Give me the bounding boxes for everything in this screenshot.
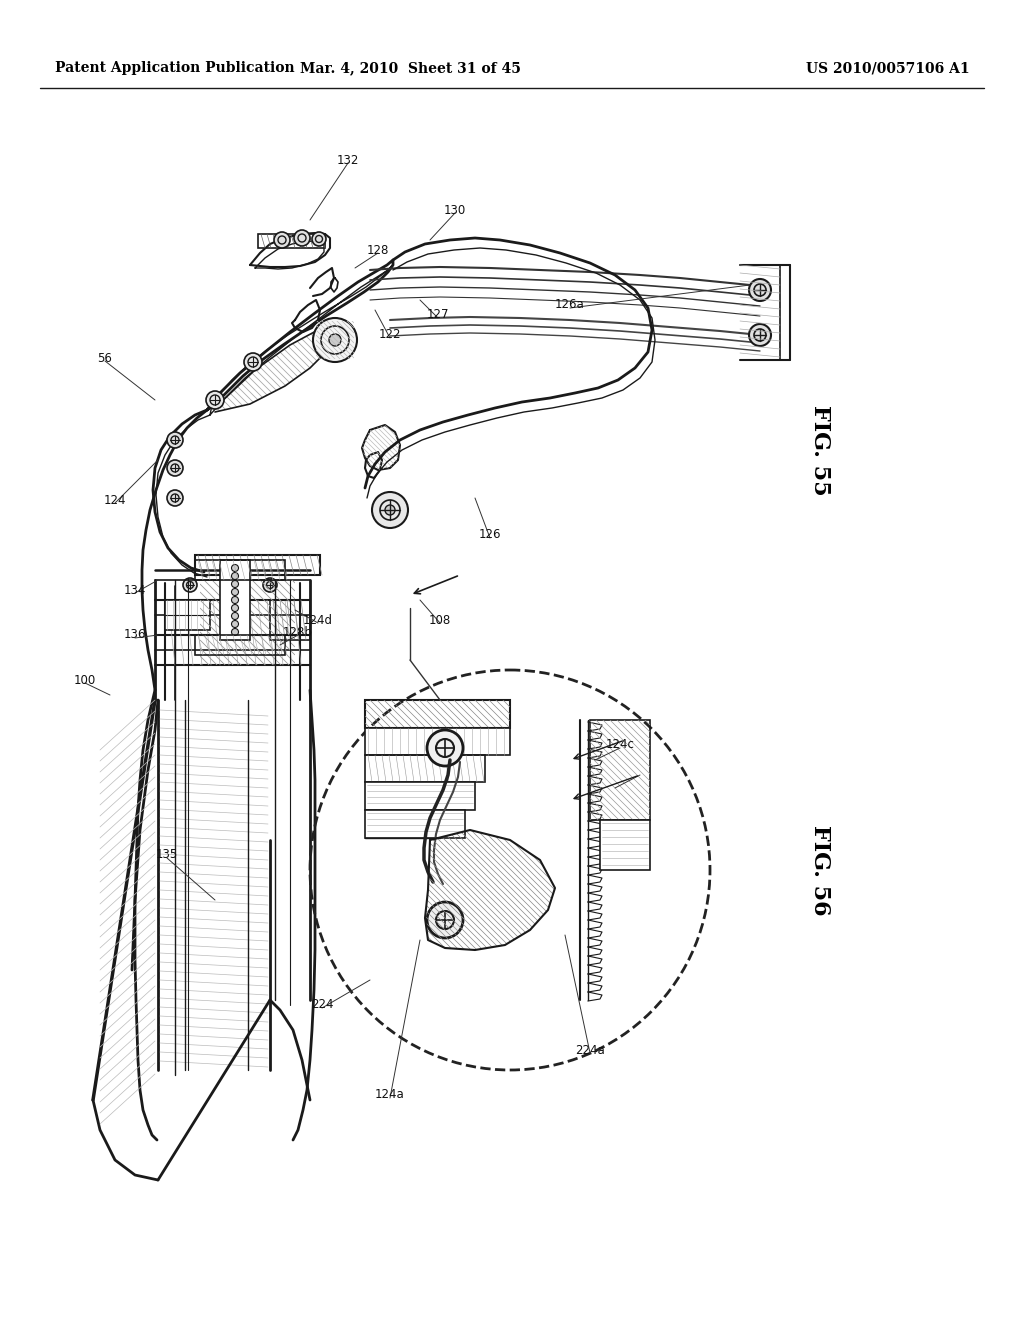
Circle shape (274, 232, 290, 248)
Circle shape (231, 628, 239, 635)
Text: Mar. 4, 2010  Sheet 31 of 45: Mar. 4, 2010 Sheet 31 of 45 (300, 61, 520, 75)
Text: 134: 134 (124, 583, 146, 597)
Circle shape (749, 279, 771, 301)
Polygon shape (220, 560, 250, 640)
Circle shape (167, 490, 183, 506)
Circle shape (231, 597, 239, 603)
Circle shape (427, 902, 463, 939)
Text: 128b: 128b (283, 626, 313, 639)
Circle shape (231, 589, 239, 595)
Text: 127: 127 (427, 309, 450, 322)
Circle shape (263, 578, 278, 591)
Circle shape (231, 573, 239, 579)
Polygon shape (365, 810, 465, 838)
Circle shape (206, 391, 224, 409)
Circle shape (231, 605, 239, 611)
Text: FIG. 55: FIG. 55 (809, 405, 831, 495)
Text: 122: 122 (379, 329, 401, 342)
Polygon shape (365, 729, 510, 755)
Text: 132: 132 (337, 153, 359, 166)
Polygon shape (165, 601, 210, 630)
Text: Patent Application Publication: Patent Application Publication (55, 61, 295, 75)
Text: 135: 135 (156, 849, 178, 862)
Circle shape (223, 578, 237, 591)
Circle shape (312, 232, 326, 246)
Circle shape (372, 492, 408, 528)
Circle shape (749, 323, 771, 346)
Circle shape (167, 432, 183, 447)
Circle shape (427, 730, 463, 766)
Circle shape (385, 506, 395, 515)
Text: 126a: 126a (555, 298, 585, 312)
Text: 108: 108 (429, 614, 452, 627)
Circle shape (231, 612, 239, 619)
Text: 100: 100 (74, 673, 96, 686)
Text: 56: 56 (97, 351, 113, 364)
Text: 124c: 124c (605, 738, 635, 751)
Polygon shape (365, 781, 475, 810)
Text: 124d: 124d (303, 614, 333, 627)
Text: 130: 130 (443, 203, 466, 216)
Text: 126: 126 (479, 528, 502, 541)
Circle shape (313, 318, 357, 362)
Text: 136: 136 (124, 628, 146, 642)
Circle shape (294, 230, 310, 246)
Polygon shape (600, 820, 650, 870)
Circle shape (231, 581, 239, 587)
Text: 224a: 224a (575, 1044, 605, 1056)
Circle shape (231, 620, 239, 627)
Text: US 2010/0057106 A1: US 2010/0057106 A1 (806, 61, 970, 75)
Circle shape (167, 459, 183, 477)
Text: 124: 124 (103, 494, 126, 507)
Circle shape (231, 565, 239, 572)
Text: 224: 224 (310, 998, 333, 1011)
Text: 124a: 124a (375, 1089, 404, 1101)
Circle shape (183, 578, 197, 591)
Text: 128: 128 (367, 243, 389, 256)
Text: FIG. 56: FIG. 56 (809, 825, 831, 915)
Circle shape (329, 334, 341, 346)
Circle shape (244, 352, 262, 371)
